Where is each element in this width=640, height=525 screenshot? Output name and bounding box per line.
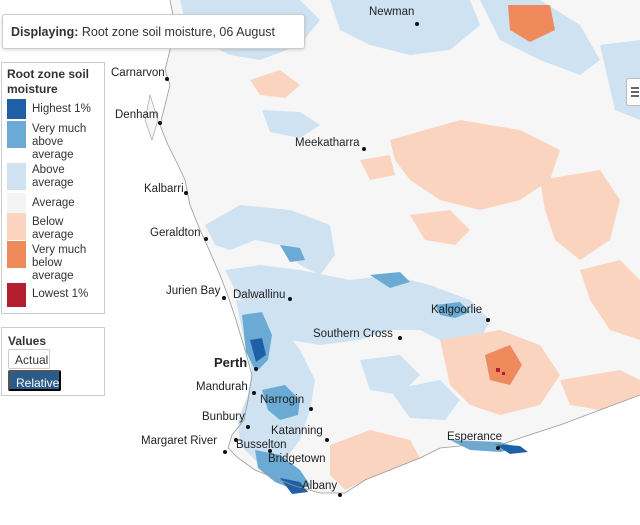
legend-swatch xyxy=(7,241,26,268)
geraldton-dot xyxy=(204,237,208,241)
place-kalbarri: Kalbarri xyxy=(144,183,184,195)
legend-swatch xyxy=(7,163,26,190)
place-denham: Denham xyxy=(115,109,159,121)
legend-item: Very much below average xyxy=(7,241,105,282)
place-narrogin: Narrogin xyxy=(260,394,305,406)
mandurah-dot xyxy=(252,391,256,395)
legend-label: Highest 1% xyxy=(32,103,91,115)
actual-button[interactable]: Actual xyxy=(8,349,50,369)
place-bunbury: Bunbury xyxy=(202,411,245,423)
legend-panel: Root zone soil moisture Highest 1% Very … xyxy=(1,62,105,314)
kalgoorlie-dot xyxy=(486,318,490,322)
place-jurien-bay: Jurien Bay xyxy=(166,285,221,297)
legend-swatch xyxy=(7,213,26,240)
place-albany: Albany xyxy=(302,480,338,492)
place-busselton: Busselton xyxy=(236,439,287,451)
kalbarri-dot xyxy=(184,191,188,195)
legend-item: Below average xyxy=(7,213,105,241)
legend-swatch xyxy=(7,99,26,119)
displaying-panel: Displaying: Root zone soil moisture, 06 … xyxy=(2,14,305,74)
place-kalgoorlie: Kalgoorlie xyxy=(431,304,483,316)
perth-dot xyxy=(254,367,258,371)
values-title: Values xyxy=(8,334,47,348)
relative-button[interactable]: Relative xyxy=(8,370,61,391)
legend-item: Average xyxy=(7,193,105,213)
place-esperance: Esperance xyxy=(447,431,502,443)
margaret-river-dot xyxy=(223,450,227,454)
legend-label: Lowest 1% xyxy=(32,288,89,300)
busselton-dot xyxy=(234,438,238,442)
legend-item: Very much above average xyxy=(7,121,105,162)
dalwallinu-dot xyxy=(288,297,292,301)
place-carnarvon: Carnarvon xyxy=(111,67,165,79)
legend-label: Average xyxy=(32,197,75,209)
jurien-bay-dot xyxy=(222,296,226,300)
layers-control-button[interactable] xyxy=(626,78,640,106)
meekatharra-dot xyxy=(362,147,366,151)
layers-icon xyxy=(631,87,639,97)
place-bridgetown: Bridgetown xyxy=(268,453,326,465)
legend-swatch xyxy=(7,121,26,148)
katanning-dot xyxy=(325,438,329,442)
place-southern-cross: Southern Cross xyxy=(313,328,393,340)
displaying-label: Displaying: xyxy=(11,25,79,39)
legend-label: Very much below average xyxy=(32,244,87,282)
denham-dot xyxy=(158,121,162,125)
place-katanning: Katanning xyxy=(271,425,323,437)
place-meekatharra: Meekatharra xyxy=(295,137,360,149)
legend-item: Above average xyxy=(7,163,105,191)
place-newman: Newman xyxy=(369,6,415,18)
narrogin-dot xyxy=(309,407,313,411)
legend-swatch xyxy=(7,193,26,213)
place-mandurah: Mandurah xyxy=(196,381,248,393)
legend-item: Lowest 1% xyxy=(7,283,105,307)
place-dalwallinu: Dalwallinu xyxy=(233,289,286,301)
legend-title: Root zone soil moisture xyxy=(7,67,89,96)
albany-dot xyxy=(338,493,342,497)
place-margaret-river: Margaret River xyxy=(141,435,218,447)
bridgetown-dot xyxy=(268,449,272,453)
place-geraldton: Geraldton xyxy=(150,227,201,239)
legend-label: Above average xyxy=(32,164,74,189)
legend-swatch xyxy=(7,283,26,307)
esperance-dot xyxy=(496,446,500,450)
southern-cross-dot xyxy=(398,336,402,340)
legend-item: Highest 1% xyxy=(7,99,105,119)
newman-dot xyxy=(415,22,419,26)
place-perth: Perth xyxy=(214,355,248,370)
carnarvon-dot xyxy=(165,77,169,81)
values-panel: Values Actual Relative xyxy=(1,327,105,396)
legend-label: Below average xyxy=(32,216,74,241)
bunbury-dot xyxy=(246,425,250,429)
legend-label: Very much above average xyxy=(32,123,87,161)
